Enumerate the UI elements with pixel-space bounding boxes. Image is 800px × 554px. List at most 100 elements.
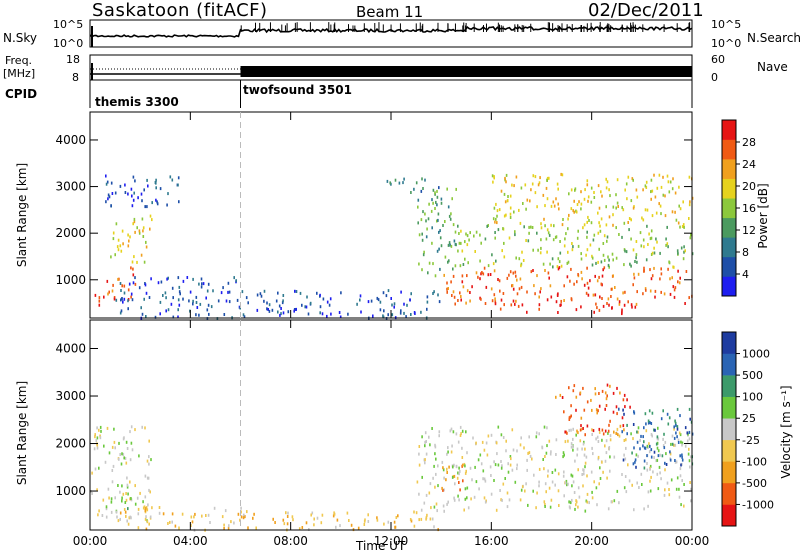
echo-cell: [508, 498, 511, 502]
echo-cell: [227, 290, 229, 294]
echo-cell: [526, 290, 528, 294]
echo-cell: [424, 440, 426, 444]
echo-cell: [534, 292, 536, 296]
echo-cell: [566, 261, 569, 265]
echo-cell: [514, 270, 517, 274]
echo-cell: [658, 202, 660, 206]
echo-cell: [561, 396, 564, 399]
echo-cell: [195, 313, 197, 317]
echo-cell: [461, 446, 463, 450]
echo-cell: [471, 285, 473, 289]
echo-cell: [511, 284, 514, 287]
echo-cell: [447, 260, 449, 264]
echo-cell: [370, 299, 373, 303]
echo-cell: [671, 276, 673, 280]
echo-cell: [597, 409, 599, 413]
colorbar-segment: [722, 276, 736, 297]
echo-cell: [484, 500, 487, 504]
echo-cell: [602, 304, 605, 308]
echo-cell: [243, 315, 246, 319]
echo-cell: [601, 460, 603, 464]
echo-cell: [512, 287, 515, 291]
echo-cell: [367, 300, 370, 304]
echo-cell: [376, 518, 379, 522]
echo-cell: [431, 226, 433, 230]
echo-cell: [435, 457, 437, 461]
echo-cell: [244, 515, 246, 519]
echo-cell: [610, 295, 612, 298]
echo-cell: [96, 488, 98, 492]
echo-cell: [94, 293, 97, 297]
echo-cell: [178, 200, 180, 204]
echo-cell: [574, 459, 576, 463]
echo-cell: [602, 242, 605, 245]
echo-cell: [669, 277, 671, 281]
echo-cell: [445, 478, 447, 482]
echo-cell: [125, 498, 128, 502]
colorbar-segment: [722, 439, 736, 462]
echo-cell: [595, 437, 597, 441]
echo-cell: [567, 250, 569, 254]
echo-cell: [94, 435, 96, 439]
echo-cell: [505, 213, 507, 217]
echo-cell: [646, 224, 648, 228]
echo-cell: [628, 228, 630, 232]
echo-cell: [631, 483, 633, 487]
echo-cell: [618, 501, 620, 505]
echo-cell: [577, 505, 579, 509]
echo-cell: [434, 443, 436, 447]
echo-cell: [145, 515, 147, 519]
echo-cell: [509, 206, 512, 210]
echo-cell: [145, 506, 148, 510]
echo-cell: [512, 448, 515, 452]
echo-cell: [686, 431, 689, 435]
echo-cell: [566, 275, 569, 279]
echo-cell: [108, 451, 111, 455]
x-tick-label: 16:00: [474, 534, 509, 548]
echo-cell: [97, 513, 99, 517]
echo-cell: [546, 298, 549, 302]
echo-cell: [535, 435, 538, 439]
echo-cell: [592, 238, 595, 242]
echo-cell: [441, 486, 443, 490]
echo-cell: [655, 459, 657, 463]
freq-top-tick: 18: [66, 53, 80, 66]
echo-cell: [640, 434, 642, 438]
echo-cell: [603, 266, 606, 270]
echo-cell: [159, 187, 162, 191]
echo-cell: [319, 293, 321, 297]
echo-cell: [474, 465, 476, 469]
echo-cell: [572, 389, 575, 393]
echo-cell: [167, 192, 169, 196]
echo-cell: [586, 492, 589, 496]
echo-cell: [555, 300, 558, 304]
echo-cell: [105, 182, 108, 186]
echo-cell: [435, 502, 438, 506]
echo-cell: [227, 526, 230, 530]
echo-cell: [167, 522, 169, 525]
echo-cell: [449, 243, 451, 247]
echo-cell: [650, 455, 653, 459]
echo-cell: [282, 518, 285, 522]
echo-cell: [460, 229, 462, 233]
echo-cell: [154, 181, 157, 184]
echo-cell: [592, 293, 595, 297]
echo-cell: [500, 498, 502, 502]
echo-cell: [650, 197, 652, 201]
echo-cell: [149, 214, 152, 218]
echo-cell: [486, 453, 489, 457]
echo-cell: [503, 192, 506, 196]
echo-cell: [678, 204, 680, 208]
echo-cell: [607, 263, 610, 267]
echo-cell: [443, 488, 445, 492]
echo-cell: [582, 442, 585, 446]
echo-cell: [636, 430, 638, 434]
echo-cell: [544, 204, 546, 208]
echo-cell: [623, 221, 626, 225]
echo-cell: [532, 489, 534, 493]
echo-cell: [119, 311, 122, 315]
echo-cell: [626, 432, 628, 436]
echo-cell: [557, 257, 560, 261]
echo-cell: [98, 466, 100, 470]
echo-cell: [402, 181, 404, 185]
